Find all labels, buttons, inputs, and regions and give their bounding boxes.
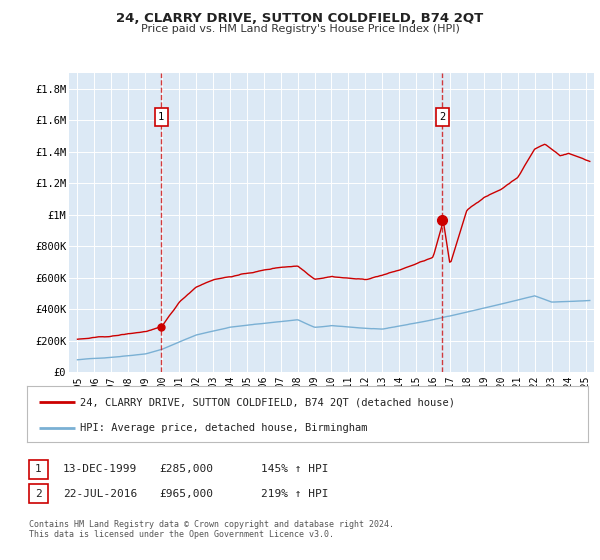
Text: 145% ↑ HPI: 145% ↑ HPI: [261, 464, 329, 474]
Text: 2: 2: [35, 489, 42, 499]
Text: £285,000: £285,000: [159, 464, 213, 474]
Text: 13-DEC-1999: 13-DEC-1999: [63, 464, 137, 474]
Text: Price paid vs. HM Land Registry's House Price Index (HPI): Price paid vs. HM Land Registry's House …: [140, 24, 460, 34]
Text: 22-JUL-2016: 22-JUL-2016: [63, 489, 137, 499]
Text: HPI: Average price, detached house, Birmingham: HPI: Average price, detached house, Birm…: [80, 423, 368, 433]
Text: 1: 1: [35, 464, 42, 474]
Text: £965,000: £965,000: [159, 489, 213, 499]
Text: Contains HM Land Registry data © Crown copyright and database right 2024.
This d: Contains HM Land Registry data © Crown c…: [29, 520, 394, 539]
Text: 24, CLARRY DRIVE, SUTTON COLDFIELD, B74 2QT (detached house): 24, CLARRY DRIVE, SUTTON COLDFIELD, B74 …: [80, 397, 455, 407]
Text: 219% ↑ HPI: 219% ↑ HPI: [261, 489, 329, 499]
Text: 24, CLARRY DRIVE, SUTTON COLDFIELD, B74 2QT: 24, CLARRY DRIVE, SUTTON COLDFIELD, B74 …: [116, 12, 484, 25]
Text: 2: 2: [439, 112, 446, 122]
Text: 1: 1: [158, 112, 164, 122]
